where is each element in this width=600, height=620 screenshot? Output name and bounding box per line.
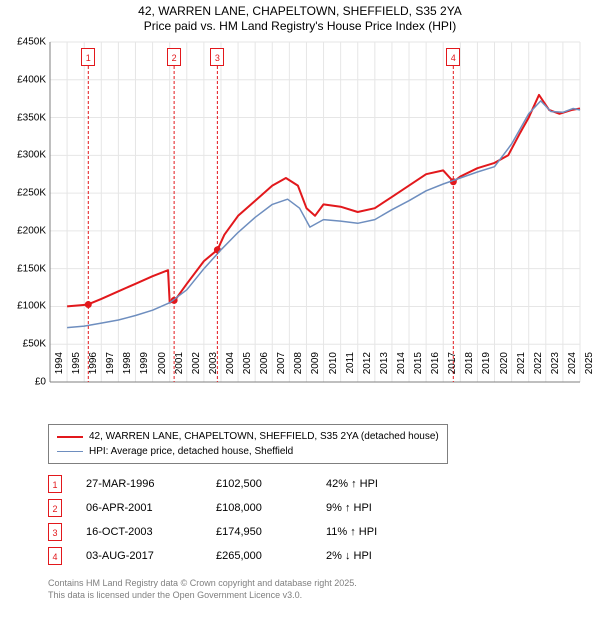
x-axis-label: 2010: [328, 352, 339, 386]
x-axis-label: 1999: [139, 352, 150, 386]
legend-item: HPI: Average price, detached house, Shef…: [57, 444, 439, 459]
x-axis-label: 2001: [174, 352, 185, 386]
x-axis-label: 2020: [499, 352, 510, 386]
footer-line-1: Contains HM Land Registry data © Crown c…: [48, 578, 357, 590]
chart-title-block: 42, WARREN LANE, CHAPELTOWN, SHEFFIELD, …: [0, 0, 600, 34]
footer-attribution: Contains HM Land Registry data © Crown c…: [48, 578, 357, 601]
x-axis-label: 2003: [208, 352, 219, 386]
legend-label: HPI: Average price, detached house, Shef…: [89, 444, 293, 459]
title-line-2: Price paid vs. HM Land Registry's House …: [0, 19, 600, 34]
sale-hpi-diff: 9% ↑ HPI: [326, 502, 436, 514]
x-axis-label: 2000: [157, 352, 168, 386]
legend-label: 42, WARREN LANE, CHAPELTOWN, SHEFFIELD, …: [89, 429, 439, 444]
y-axis-label: £350K: [0, 112, 46, 123]
x-axis-label: 2017: [447, 352, 458, 386]
sale-hpi-diff: 11% ↑ HPI: [326, 526, 436, 538]
sale-date: 16-OCT-2003: [86, 526, 216, 538]
y-axis-label: £100K: [0, 301, 46, 312]
x-axis-label: 2022: [533, 352, 544, 386]
x-axis-label: 2007: [276, 352, 287, 386]
y-axis-label: £300K: [0, 150, 46, 161]
x-axis-label: 2025: [584, 352, 595, 386]
x-axis-label: 2024: [567, 352, 578, 386]
y-axis-label: £50K: [0, 339, 46, 350]
sale-price: £102,500: [216, 478, 326, 490]
sale-hpi-diff: 2% ↓ HPI: [326, 550, 436, 562]
x-axis-label: 2013: [379, 352, 390, 386]
x-axis-label: 2005: [242, 352, 253, 386]
x-axis-label: 2009: [310, 352, 321, 386]
x-axis-label: 2016: [430, 352, 441, 386]
y-axis-label: £450K: [0, 37, 46, 48]
x-axis-label: 2002: [191, 352, 202, 386]
x-axis-label: 1998: [122, 352, 133, 386]
sales-table: 1 27-MAR-1996£102,50042% ↑ HPI 2 06-APR-200…: [48, 472, 436, 568]
sale-index-box: 1: [48, 475, 62, 493]
sale-flag-1: 1: [81, 48, 95, 66]
y-axis-label: £400K: [0, 74, 46, 85]
sale-row: 4 03-AUG-2017£265,0002% ↓ HPI: [48, 544, 436, 568]
sale-row: 3 16-OCT-2003£174,95011% ↑ HPI: [48, 520, 436, 544]
sale-price: £174,950: [216, 526, 326, 538]
chart-area: £0£50K£100K£150K£200K£250K£300K£350K£400…: [50, 42, 580, 382]
y-axis-label: £0: [0, 377, 46, 388]
x-axis-label: 2006: [259, 352, 270, 386]
x-axis-label: 2021: [516, 352, 527, 386]
sale-flag-2: 2: [167, 48, 181, 66]
y-axis-label: £250K: [0, 188, 46, 199]
sale-index-box: 2: [48, 499, 62, 517]
x-axis-label: 2012: [362, 352, 373, 386]
sale-index-box: 3: [48, 523, 62, 541]
sale-flag-4: 4: [446, 48, 460, 66]
y-axis-label: £150K: [0, 263, 46, 274]
sale-hpi-diff: 42% ↑ HPI: [326, 478, 436, 490]
sale-date: 27-MAR-1996: [86, 478, 216, 490]
x-axis-label: 2008: [293, 352, 304, 386]
title-line-1: 42, WARREN LANE, CHAPELTOWN, SHEFFIELD, …: [0, 4, 600, 19]
y-axis-label: £200K: [0, 225, 46, 236]
sale-row: 2 06-APR-2001£108,0009% ↑ HPI: [48, 496, 436, 520]
sale-date: 03-AUG-2017: [86, 550, 216, 562]
x-axis-label: 2011: [345, 352, 356, 386]
x-axis-label: 1995: [71, 352, 82, 386]
sale-date: 06-APR-2001: [86, 502, 216, 514]
x-axis-label: 2015: [413, 352, 424, 386]
footer-line-2: This data is licensed under the Open Gov…: [48, 590, 357, 602]
legend-swatch: [57, 436, 83, 438]
sale-price: £108,000: [216, 502, 326, 514]
x-axis-label: 1996: [88, 352, 99, 386]
legend-swatch: [57, 451, 83, 452]
x-axis-label: 2023: [550, 352, 561, 386]
legend-item: 42, WARREN LANE, CHAPELTOWN, SHEFFIELD, …: [57, 429, 439, 444]
x-axis-label: 2004: [225, 352, 236, 386]
page-root: 42, WARREN LANE, CHAPELTOWN, SHEFFIELD, …: [0, 0, 600, 620]
x-axis-label: 2019: [481, 352, 492, 386]
sale-row: 1 27-MAR-1996£102,50042% ↑ HPI: [48, 472, 436, 496]
x-axis-label: 1994: [54, 352, 65, 386]
line-chart: [50, 42, 580, 382]
x-axis-label: 1997: [105, 352, 116, 386]
x-axis-label: 2014: [396, 352, 407, 386]
sale-price: £265,000: [216, 550, 326, 562]
legend-box: 42, WARREN LANE, CHAPELTOWN, SHEFFIELD, …: [48, 424, 448, 464]
x-axis-label: 2018: [464, 352, 475, 386]
sale-index-box: 4: [48, 547, 62, 565]
sale-flag-3: 3: [210, 48, 224, 66]
